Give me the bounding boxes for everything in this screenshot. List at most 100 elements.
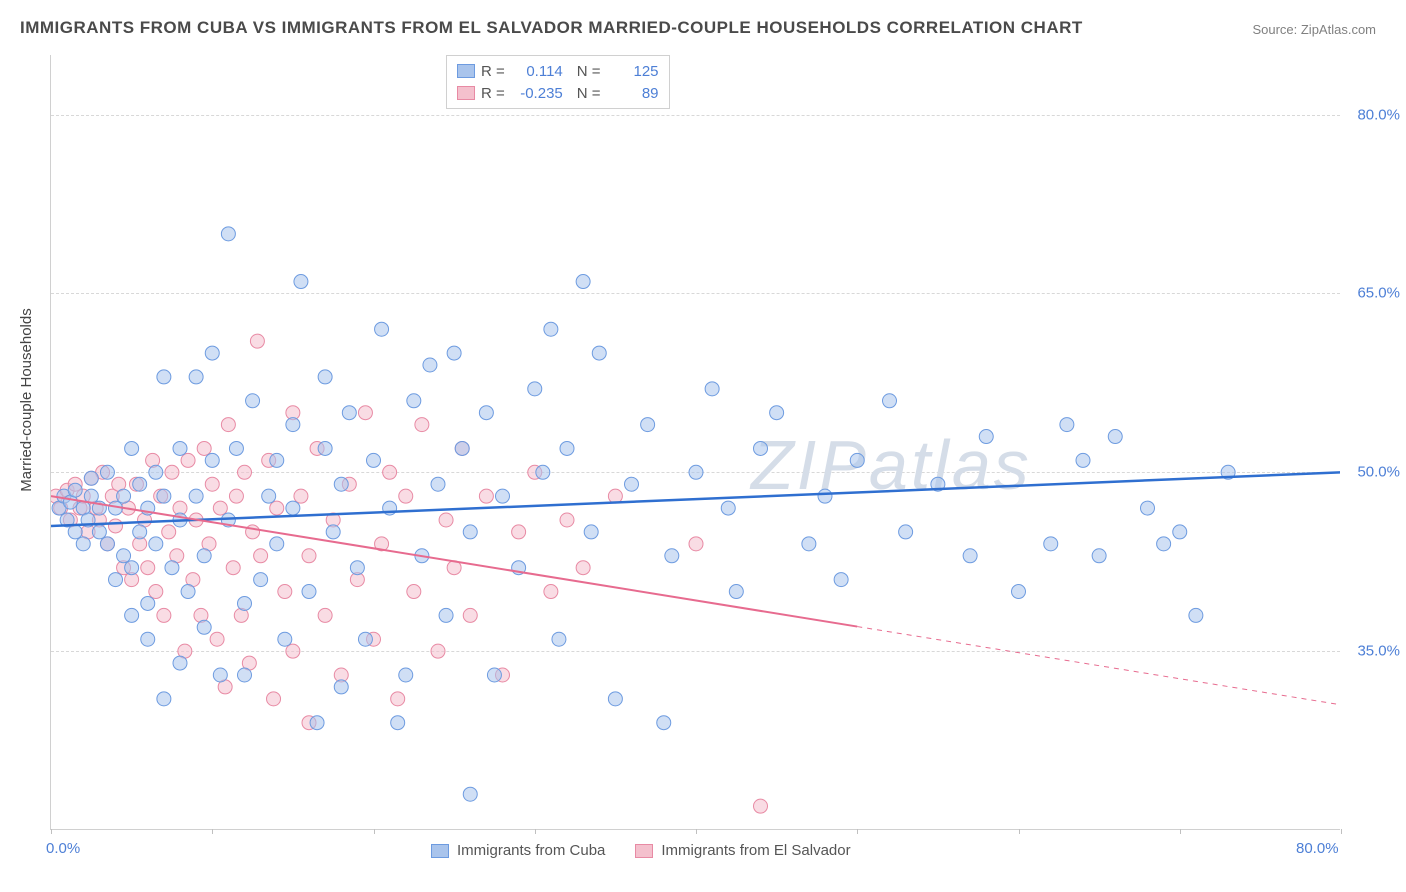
data-point: [721, 501, 735, 515]
data-point: [625, 477, 639, 491]
data-point: [463, 525, 477, 539]
x-tick: [857, 829, 858, 834]
legend-label-cuba: Immigrants from Cuba: [457, 842, 605, 859]
data-point: [197, 620, 211, 634]
data-point: [189, 370, 203, 384]
data-point: [254, 573, 268, 587]
data-point: [226, 561, 240, 575]
legend-row-elsalvador: R = -0.235 N = 89: [457, 82, 659, 104]
data-point: [117, 549, 131, 563]
data-point: [141, 632, 155, 646]
data-point: [754, 799, 768, 813]
data-point: [608, 692, 622, 706]
legend-label-elsalvador: Immigrants from El Salvador: [661, 842, 850, 859]
legend-correlation: R = 0.114 N = 125 R = -0.235 N = 89: [446, 55, 670, 109]
data-point: [423, 358, 437, 372]
legend-n-label: N =: [577, 85, 601, 102]
data-point: [205, 346, 219, 360]
data-point: [267, 692, 281, 706]
data-point: [162, 525, 176, 539]
data-point: [431, 477, 445, 491]
data-point: [1076, 453, 1090, 467]
data-point: [1044, 537, 1058, 551]
data-point: [141, 561, 155, 575]
data-point: [310, 716, 324, 730]
data-point: [391, 716, 405, 730]
plot-area: ZIPatlas R = 0.114 N = 125 R = -0.235 N …: [50, 55, 1340, 830]
data-point: [358, 406, 372, 420]
data-point: [302, 549, 316, 563]
data-point: [181, 453, 195, 467]
data-point: [899, 525, 913, 539]
data-point: [286, 644, 300, 658]
legend-r-label: R =: [481, 85, 505, 102]
data-point: [238, 668, 252, 682]
data-point: [262, 489, 276, 503]
data-point: [92, 525, 106, 539]
data-point: [657, 716, 671, 730]
x-tick: [1019, 829, 1020, 834]
data-point: [278, 585, 292, 599]
data-point: [100, 465, 114, 479]
data-point: [375, 322, 389, 336]
x-tick-label: 80.0%: [1296, 840, 1339, 857]
data-point: [278, 632, 292, 646]
data-point: [963, 549, 977, 563]
y-tick-label: 50.0%: [1345, 464, 1400, 481]
data-point: [1141, 501, 1155, 515]
data-point: [584, 525, 598, 539]
data-point: [181, 585, 195, 599]
data-point: [254, 549, 268, 563]
swatch-cuba-bottom: [431, 844, 449, 858]
data-point: [250, 334, 264, 348]
data-point: [318, 608, 332, 622]
data-point: [487, 668, 501, 682]
data-point: [479, 406, 493, 420]
data-point: [125, 441, 139, 455]
data-point: [358, 632, 372, 646]
data-point: [544, 322, 558, 336]
data-point: [125, 608, 139, 622]
data-point: [294, 275, 308, 289]
data-point: [850, 453, 864, 467]
x-tick: [212, 829, 213, 834]
data-point: [84, 471, 98, 485]
data-point: [689, 465, 703, 479]
x-tick: [696, 829, 697, 834]
x-tick: [1341, 829, 1342, 834]
data-point: [246, 394, 260, 408]
data-point: [270, 537, 284, 551]
data-point: [334, 680, 348, 694]
y-axis-title: Married-couple Households: [18, 308, 35, 491]
data-point: [189, 489, 203, 503]
y-tick-label: 35.0%: [1345, 643, 1400, 660]
data-point: [229, 441, 243, 455]
data-point: [173, 656, 187, 670]
data-point: [205, 453, 219, 467]
data-point: [415, 418, 429, 432]
data-point: [1157, 537, 1171, 551]
swatch-cuba: [457, 64, 475, 78]
data-point: [455, 441, 469, 455]
swatch-elsalvador-bottom: [635, 844, 653, 858]
data-point: [294, 489, 308, 503]
data-point: [165, 465, 179, 479]
data-point: [68, 483, 82, 497]
data-point: [552, 632, 566, 646]
legend-n-elsalvador: 89: [607, 85, 659, 102]
data-point: [512, 525, 526, 539]
data-point: [238, 596, 252, 610]
data-point: [1092, 549, 1106, 563]
data-point: [141, 596, 155, 610]
x-tick: [51, 829, 52, 834]
x-tick: [1180, 829, 1181, 834]
data-point: [157, 370, 171, 384]
x-tick: [374, 829, 375, 834]
data-point: [318, 441, 332, 455]
data-point: [133, 525, 147, 539]
data-point: [407, 585, 421, 599]
trend-line: [51, 472, 1340, 526]
data-point: [342, 406, 356, 420]
source-label: Source: ZipAtlas.com: [1252, 22, 1376, 37]
data-point: [117, 489, 131, 503]
